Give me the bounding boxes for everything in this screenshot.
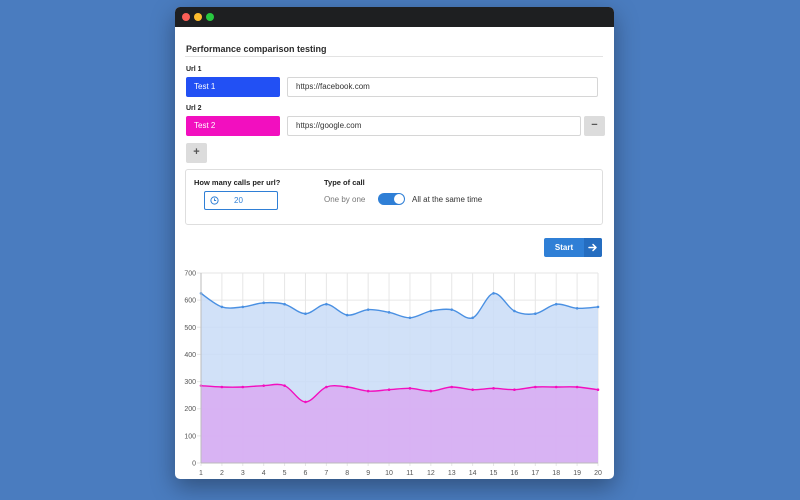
call-mode-toggle[interactable] [378, 193, 405, 205]
minimize-window-button[interactable] [194, 13, 202, 21]
series-2-point [345, 385, 349, 389]
series-2-point [241, 385, 245, 389]
series-2-point [408, 387, 412, 390]
mode-one-by-one-label: One by one [324, 195, 366, 204]
x-tick-label: 12 [427, 470, 435, 477]
title-bar [175, 7, 614, 27]
y-tick-label: 100 [184, 433, 196, 440]
x-tick-label: 6 [304, 470, 308, 477]
series-1-point [408, 316, 412, 320]
series-2-point [534, 385, 537, 389]
x-tick-label: 15 [490, 470, 498, 477]
series-1-point [429, 309, 433, 313]
series-1-point [387, 311, 391, 314]
series-2-point [471, 388, 474, 392]
y-tick-label: 400 [184, 352, 196, 359]
x-tick-label: 16 [511, 470, 519, 477]
title-divider [185, 56, 603, 57]
x-tick-label: 18 [552, 470, 560, 477]
series-2-area [201, 384, 598, 463]
series-1-point [304, 312, 307, 316]
calls-per-url-value: 20 [234, 196, 243, 205]
series-1-point [596, 305, 600, 309]
calls-per-url-label: How many calls per url? [194, 178, 281, 187]
x-tick-label: 13 [448, 470, 456, 477]
series-2-point [429, 389, 433, 393]
series-2-point [450, 385, 454, 389]
series-2-point [283, 384, 286, 387]
x-tick-label: 3 [241, 470, 245, 477]
y-tick-label: 300 [184, 379, 196, 386]
series-2-point [492, 387, 495, 390]
y-tick-label: 200 [184, 406, 196, 413]
y-tick-label: 0 [192, 461, 196, 468]
url-1-name-button[interactable]: Test 1 [186, 77, 280, 97]
y-tick-label: 700 [184, 271, 196, 278]
series-1-point [241, 305, 245, 309]
arrow-right-icon [584, 238, 602, 257]
x-tick-label: 10 [385, 470, 393, 477]
x-tick-label: 19 [573, 470, 581, 477]
series-2-point [262, 384, 265, 387]
toggle-knob [394, 194, 404, 204]
series-1-point [450, 308, 454, 311]
series-1-point [471, 316, 474, 320]
x-tick-label: 17 [531, 470, 539, 477]
x-tick-label: 5 [283, 470, 287, 477]
series-1-point [283, 302, 286, 306]
url-2-input[interactable]: https://google.com [287, 116, 581, 136]
app-window: Performance comparison testing Url 1 Tes… [175, 7, 614, 479]
url-2-name-button[interactable]: Test 2 [186, 116, 280, 136]
url-2-label: Url 2 [186, 105, 202, 112]
clock-icon [210, 196, 219, 205]
x-tick-label: 14 [469, 470, 477, 477]
x-tick-label: 4 [262, 470, 266, 477]
series-1-point [513, 309, 516, 313]
start-button[interactable]: Start [544, 238, 602, 257]
url-1-label: Url 1 [186, 66, 202, 73]
series-1-point [366, 308, 370, 311]
series-2-point [220, 385, 224, 389]
x-tick-label: 11 [406, 470, 413, 477]
maximize-window-button[interactable] [206, 13, 214, 21]
series-1-line [200, 292, 599, 319]
x-tick-label: 9 [366, 470, 370, 477]
series-1-point [492, 292, 495, 295]
series-2-point [387, 388, 391, 392]
calls-per-url-input[interactable]: 20 [204, 191, 278, 210]
series-2-line [200, 383, 599, 403]
series-1-point [345, 313, 349, 317]
series-2-point [596, 388, 600, 392]
remove-url-button[interactable]: − [584, 116, 605, 136]
page-title: Performance comparison testing [186, 44, 327, 54]
series-2-point [575, 385, 579, 389]
x-tick-label: 20 [594, 470, 602, 477]
x-tick-label: 8 [345, 470, 349, 477]
add-url-button[interactable]: + [186, 143, 207, 163]
start-button-label: Start [554, 243, 574, 252]
main-content: Performance comparison testing Url 1 Tes… [175, 27, 614, 479]
y-tick-label: 500 [184, 325, 196, 332]
series-2-point [325, 385, 328, 389]
series-2-point [304, 400, 307, 404]
series-2-point [366, 389, 370, 393]
series-1-point [220, 305, 224, 309]
url-1-input[interactable]: https://facebook.com [287, 77, 598, 97]
series-1-point [325, 302, 328, 306]
type-of-call-label: Type of call [324, 178, 365, 187]
close-window-button[interactable] [182, 13, 190, 21]
options-panel: How many calls per url? 20 Type of call … [185, 169, 603, 225]
y-tick-label: 600 [184, 298, 196, 305]
series-2-point [554, 385, 558, 389]
series-1-point [554, 302, 558, 306]
x-tick-label: 2 [220, 470, 224, 477]
series-2-point [513, 388, 516, 392]
series-1-point [534, 312, 537, 316]
series-1-point [262, 301, 265, 305]
x-tick-label: 7 [324, 470, 328, 477]
mode-all-at-once-label: All at the same time [412, 195, 483, 204]
series-1-point [575, 306, 579, 310]
x-tick-label: 1 [199, 470, 203, 477]
